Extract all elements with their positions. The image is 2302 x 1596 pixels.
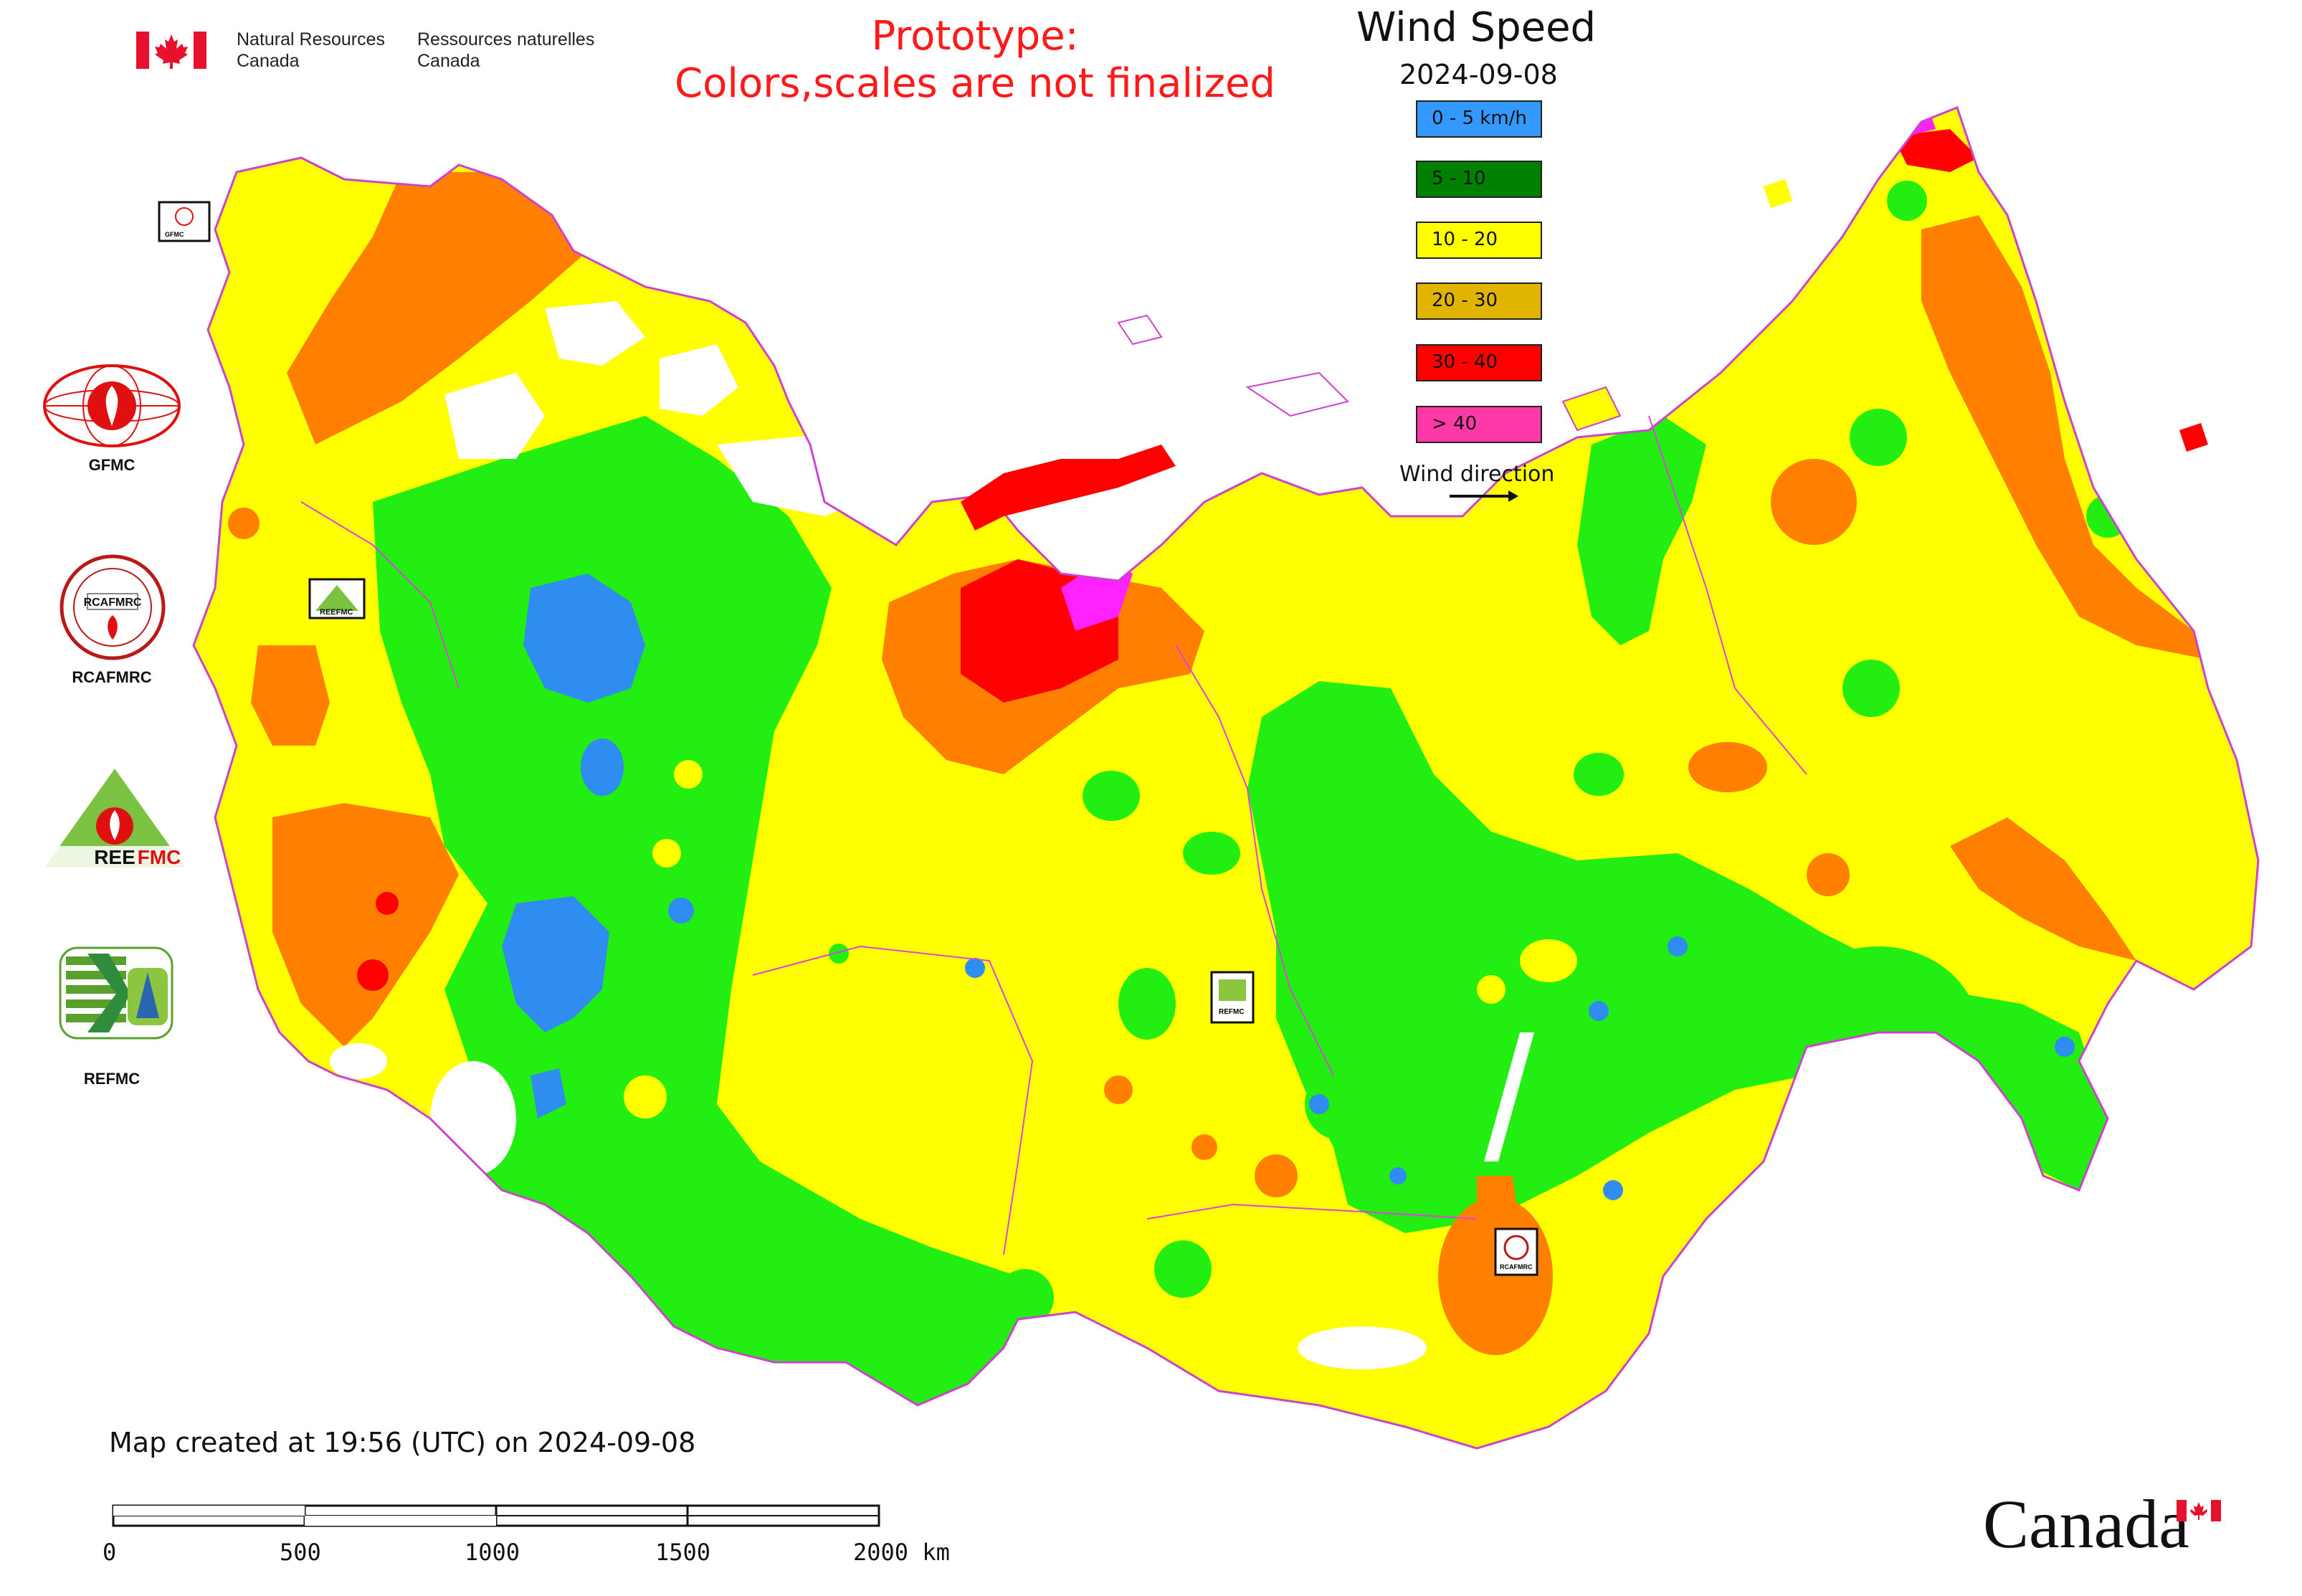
rcafmrc-logo-icon: RCAFMRC — [60, 554, 166, 660]
gov-en-line2: Canada — [237, 51, 300, 71]
gov-fr-line2: Canada — [417, 51, 480, 71]
map-created-text: Map created at 19:56 (UTC) on 2024-09-08 — [109, 1427, 696, 1458]
wind-direction-label: Wind direction — [1399, 462, 1555, 487]
svg-text:FMC: FMC — [138, 846, 181, 868]
prototype-notice: Prototype: Colors,scales are not finaliz… — [674, 13, 1276, 108]
legend-date: 2024-09-08 — [1399, 59, 1558, 90]
legend-swatch-20-30: 20 - 30 — [1416, 282, 1542, 320]
map-logo-gfmc-label: GFMC — [165, 231, 184, 238]
refmc-label: REFMC — [83, 1070, 141, 1088]
scale-bar — [112, 1504, 880, 1527]
map-logo-rcafmrc-label: RCAFMRC — [1500, 1263, 1533, 1270]
wind-direction-arrow-icon — [1450, 490, 1518, 502]
map-logo-refmc-label: REFMC — [1219, 1008, 1245, 1016]
legend-swatch-gt40: > 40 — [1416, 406, 1542, 443]
canada-wordmark-flag-icon — [2177, 1500, 2221, 1521]
gov-name-english: Natural Resources Canada — [237, 29, 385, 72]
refmc-logo-icon — [59, 946, 173, 1040]
legend-label: 5 - 10 — [1432, 168, 1486, 189]
wind-zones — [228, 108, 2208, 1434]
legend-swatch-10-20: 10 - 20 — [1416, 222, 1542, 259]
canada-wordmark: Canada — [1983, 1486, 2189, 1562]
legend-swatch-0-5: 0 - 5 km/h — [1416, 100, 1542, 138]
legend-label: 0 - 5 km/h — [1432, 108, 1527, 129]
legend-swatch-30-40: 30 - 40 — [1416, 344, 1542, 381]
region-borders — [300, 415, 1807, 1255]
reefmc-logo-icon: REE FMC — [39, 769, 191, 868]
legend-label: 10 - 20 — [1432, 229, 1498, 250]
legend-label: 20 - 30 — [1432, 290, 1498, 311]
svg-text:RCAFMRC: RCAFMRC — [84, 597, 142, 609]
svg-text:REE: REE — [94, 846, 135, 868]
maple-leaf-icon — [155, 34, 188, 69]
gov-name-french: Ressources naturelles Canada — [417, 29, 594, 72]
gov-en-line1: Natural Resources — [237, 29, 386, 49]
legend-label: > 40 — [1432, 413, 1478, 434]
scale-tick-1000: 1000 — [465, 1539, 520, 1566]
arctic-islands — [961, 179, 2208, 531]
flag-left-bar — [136, 32, 149, 69]
legend-label: 30 - 40 — [1432, 351, 1498, 373]
scale-tick-500: 500 — [280, 1539, 321, 1566]
prototype-line1: Prototype: — [871, 13, 1079, 60]
gfmc-logo-icon — [43, 364, 181, 447]
scale-tick-1500: 1500 — [655, 1539, 711, 1566]
map-logo-markers — [158, 201, 1538, 1276]
legend-swatch-5-10: 5 - 10 — [1416, 161, 1542, 198]
rcafmrc-label: RCAFMRC — [72, 668, 152, 686]
map-logo-reefmc-label: REEFMC — [320, 608, 353, 617]
gov-fr-line1: Ressources naturelles — [417, 29, 595, 49]
gfmc-label: GFMC — [88, 456, 135, 474]
water-bodies — [330, 301, 1534, 1369]
flag-right-bar — [194, 32, 206, 69]
prototype-line2: Colors,scales are not finalized — [675, 60, 1275, 107]
gov-signature: Natural Resources Canada Ressources natu… — [136, 29, 595, 79]
legend-title: Wind Speed — [1356, 4, 1597, 51]
scale-tick-2000-km: 2000 km — [853, 1539, 950, 1566]
scale-tick-0: 0 — [103, 1539, 117, 1566]
